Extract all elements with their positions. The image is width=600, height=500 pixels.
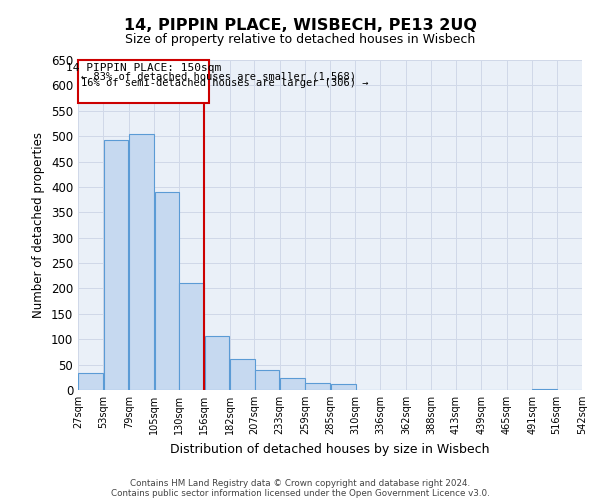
Text: ← 83% of detached houses are smaller (1,568): ← 83% of detached houses are smaller (1,… xyxy=(81,71,356,81)
Bar xyxy=(155,192,179,390)
Bar xyxy=(331,384,356,390)
Text: 16% of semi-detached houses are larger (306) →: 16% of semi-detached houses are larger (… xyxy=(81,78,368,88)
Bar xyxy=(78,60,209,103)
Text: 14, PIPPIN PLACE, WISBECH, PE13 2UQ: 14, PIPPIN PLACE, WISBECH, PE13 2UQ xyxy=(124,18,476,32)
Bar xyxy=(280,378,305,390)
Y-axis label: Number of detached properties: Number of detached properties xyxy=(32,132,46,318)
Bar xyxy=(129,134,154,390)
Bar xyxy=(230,358,255,390)
Text: Size of property relative to detached houses in Wisbech: Size of property relative to detached ho… xyxy=(125,32,475,46)
Bar xyxy=(532,389,557,390)
Bar xyxy=(79,373,103,390)
Bar xyxy=(205,336,229,390)
Text: Contains HM Land Registry data © Crown copyright and database right 2024.: Contains HM Land Registry data © Crown c… xyxy=(130,478,470,488)
X-axis label: Distribution of detached houses by size in Wisbech: Distribution of detached houses by size … xyxy=(170,442,490,456)
Bar xyxy=(254,370,279,390)
Bar xyxy=(104,140,128,390)
Text: 14 PIPPIN PLACE: 150sqm: 14 PIPPIN PLACE: 150sqm xyxy=(66,63,221,73)
Bar xyxy=(179,284,204,390)
Bar xyxy=(305,384,330,390)
Text: Contains public sector information licensed under the Open Government Licence v3: Contains public sector information licen… xyxy=(110,488,490,498)
